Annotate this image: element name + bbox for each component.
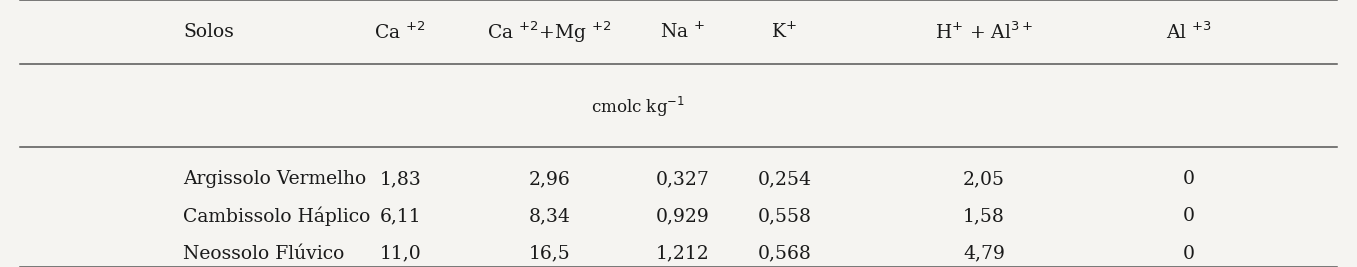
- Text: Al $^{+3}$: Al $^{+3}$: [1166, 21, 1212, 43]
- Text: cmolc kg$^{-1}$: cmolc kg$^{-1}$: [590, 95, 685, 119]
- Text: Solos: Solos: [183, 23, 233, 41]
- Text: 4,79: 4,79: [963, 245, 1004, 263]
- Text: 1,58: 1,58: [963, 207, 1004, 225]
- Text: Ca $^{+2}$+Mg $^{+2}$: Ca $^{+2}$+Mg $^{+2}$: [487, 19, 612, 45]
- Text: 2,05: 2,05: [963, 170, 1004, 188]
- Text: 0,327: 0,327: [655, 170, 710, 188]
- Text: 6,11: 6,11: [380, 207, 421, 225]
- Text: 11,0: 11,0: [380, 245, 421, 263]
- Text: Cambissolo Háplico: Cambissolo Háplico: [183, 206, 370, 226]
- Text: 16,5: 16,5: [529, 245, 570, 263]
- Text: Ca $^{+2}$: Ca $^{+2}$: [375, 21, 426, 43]
- Text: K$^{+}$: K$^{+}$: [771, 22, 798, 42]
- Text: 2,96: 2,96: [529, 170, 570, 188]
- Text: 0: 0: [1183, 170, 1194, 188]
- Text: Argissolo Vermelho: Argissolo Vermelho: [183, 170, 366, 188]
- Text: 0,929: 0,929: [655, 207, 710, 225]
- Text: 0: 0: [1183, 207, 1194, 225]
- Text: 0,558: 0,558: [757, 207, 811, 225]
- Text: 1,212: 1,212: [655, 245, 710, 263]
- Text: 8,34: 8,34: [529, 207, 570, 225]
- Text: 0,254: 0,254: [757, 170, 811, 188]
- Text: H$^{+}$ + Al$^{3+}$: H$^{+}$ + Al$^{3+}$: [935, 21, 1033, 43]
- Text: 0,568: 0,568: [757, 245, 811, 263]
- Text: 1,83: 1,83: [380, 170, 421, 188]
- Text: 0: 0: [1183, 245, 1194, 263]
- Text: Na $^{+}$: Na $^{+}$: [660, 22, 706, 42]
- Text: Neossolo Flúvico: Neossolo Flúvico: [183, 245, 345, 263]
